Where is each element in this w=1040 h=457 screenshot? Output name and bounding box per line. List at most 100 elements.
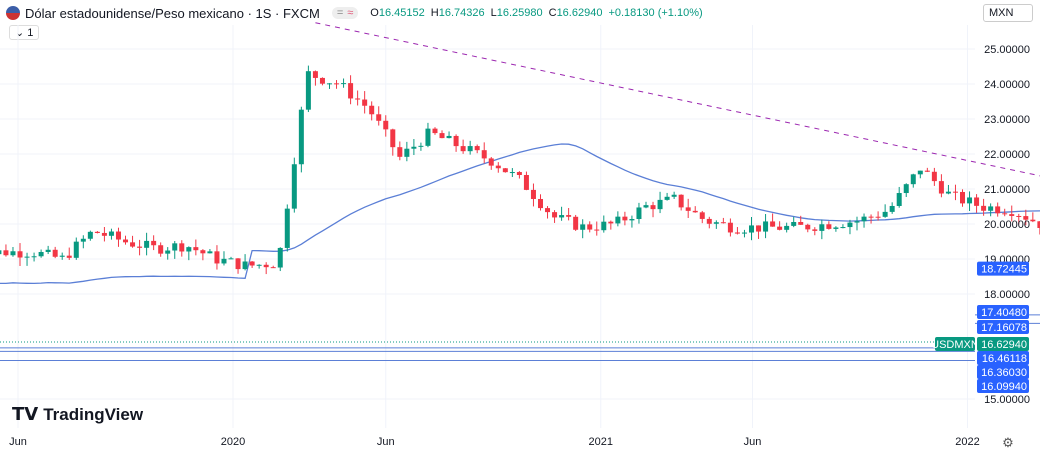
last-price-label: 16.62940 (981, 339, 1027, 351)
symbol-tag: USDMXN (931, 339, 979, 351)
candle-body (960, 191, 966, 204)
candle-body (791, 222, 797, 226)
pill-a[interactable]: = (336, 7, 344, 19)
candle-body (552, 212, 558, 218)
candle-body (763, 221, 769, 232)
level-label-bg (977, 365, 1029, 379)
level-label: 16.09940 (981, 381, 1027, 393)
candle-body (0, 250, 2, 255)
candle-body (952, 191, 958, 193)
candle-body (924, 170, 930, 172)
candle-body (193, 247, 199, 251)
candle-body (1002, 213, 1008, 215)
candle-body (3, 250, 9, 256)
candle-body (256, 264, 262, 266)
candle-body (861, 216, 867, 222)
candle-body (1037, 221, 1040, 228)
candle-body (369, 105, 375, 115)
candle-body (277, 247, 283, 268)
candle-body (622, 216, 628, 221)
candle-body (559, 215, 565, 218)
low-label: L (490, 7, 497, 19)
level-label: 17.16078 (981, 322, 1027, 334)
candle-body (334, 83, 340, 85)
candle-body (411, 146, 417, 149)
ma-price-label-bg (977, 261, 1029, 276)
ma-price-label: 18.72445 (981, 264, 1027, 276)
chart-legend: Dólar estadounidense/Peso mexicano · 1S … (6, 4, 703, 22)
candle-body (819, 224, 825, 231)
symbol-title[interactable]: Dólar estadounidense/Peso mexicano · 1S … (25, 5, 320, 21)
candle-body (38, 251, 44, 257)
candle-body (678, 194, 684, 208)
candle-body (59, 255, 65, 257)
candle-body (362, 99, 368, 106)
pill-b[interactable]: ≈ (347, 7, 354, 19)
candle-body (200, 250, 206, 254)
ohlc-values: O16.45152 H16.74326 L16.25980 C16.62940 … (370, 7, 702, 19)
candle-body (179, 243, 185, 252)
x-tick-label: Jun (9, 436, 27, 448)
candle-body (432, 128, 438, 134)
change-value: +0.18130 (+1.10%) (608, 7, 703, 19)
candle-body (151, 240, 157, 246)
tradingview-logo[interactable]: 𝗧𝗩 TradingView (12, 404, 143, 425)
candle-body (137, 246, 143, 248)
close-label: C (548, 7, 557, 19)
candle-body (467, 146, 473, 152)
indicator-toggle[interactable]: = ≈ (331, 7, 359, 19)
settings-icon[interactable]: ⚙ (1002, 435, 1014, 450)
candle-body (706, 218, 712, 224)
candle-body (629, 219, 635, 221)
candle-body (108, 231, 114, 236)
candle-body (657, 199, 663, 210)
candle-body (341, 83, 347, 85)
candle-body (826, 224, 832, 229)
candle-body (896, 193, 902, 206)
candle-body (101, 232, 107, 236)
candle-body (242, 261, 248, 270)
x-tick-label: Jun (744, 436, 762, 448)
candle-body (537, 198, 543, 209)
level-label-bg (977, 305, 1029, 319)
candle-body (566, 215, 572, 217)
y-tick-label: 23.00000 (984, 114, 1030, 126)
y-tick-label: 24.00000 (984, 79, 1030, 91)
candle-body (502, 168, 508, 173)
candle-body (938, 181, 944, 194)
candle-body (144, 240, 150, 248)
candle-body (777, 226, 783, 230)
candle-body (636, 207, 642, 220)
candle-body (1016, 215, 1022, 217)
candle-body (165, 250, 171, 254)
candle-body (931, 171, 937, 182)
close-value: 16.62940 (556, 7, 603, 19)
currency-selector[interactable]: MXN (983, 4, 1033, 22)
candle-body (439, 133, 445, 139)
trendline (315, 22, 1040, 177)
candle-body (45, 249, 51, 252)
candle-body (383, 120, 389, 130)
y-tick-label: 18.00000 (984, 289, 1030, 301)
candle-body (805, 224, 811, 230)
x-tick-label: 2022 (955, 436, 979, 448)
candle-body (291, 164, 297, 209)
low-value: 16.25980 (496, 7, 543, 19)
y-tick-label: 25.00000 (984, 44, 1030, 56)
candle-body (52, 249, 58, 257)
level-label: 17.40480 (981, 307, 1027, 319)
candle-body (530, 189, 536, 199)
candle-body (875, 216, 881, 218)
candle-body (221, 258, 227, 264)
candle-body (995, 206, 1001, 214)
candle-body (685, 207, 691, 211)
candle-body (355, 98, 361, 100)
collapse-indicators-button[interactable]: ⌄ 1 (9, 25, 40, 40)
candle-body (418, 145, 424, 147)
candle-body (967, 197, 973, 204)
candle-body (172, 243, 178, 251)
candle-body (17, 251, 23, 258)
candle-body (474, 146, 480, 151)
candle-body (840, 227, 846, 229)
